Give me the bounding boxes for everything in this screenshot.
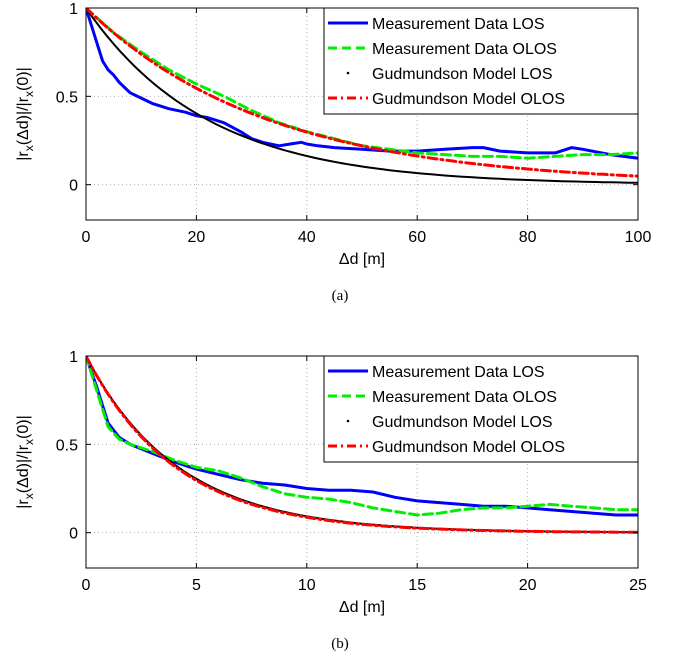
caption: (b) — [331, 636, 349, 652]
y-tick-label: 1 — [69, 1, 78, 18]
series-line-gudmundson-model-olos — [86, 8, 638, 178]
x-tick-label: 15 — [408, 577, 426, 594]
series-line-gudmundson-model-olos — [86, 356, 638, 534]
caption: (a) — [332, 288, 349, 304]
x-axis-label: Δd [m] — [339, 599, 385, 616]
legend-item: Measurement Data LOS — [328, 16, 545, 33]
x-tick-label: 60 — [408, 229, 426, 246]
x-tick-label: 40 — [298, 229, 316, 246]
legend-item: Gudmundson Model LOS — [346, 66, 553, 83]
legend-marker — [346, 419, 350, 423]
y-tick-label: 0.5 — [56, 437, 78, 454]
chart-panel-b: 0 5 10 15 20 25 0 0.5 1 Δd [m] |rx(Δd)|/|rx(0)| Mea… — [15, 349, 647, 652]
series-group — [86, 356, 638, 534]
y-tick-label: 1 — [69, 349, 78, 366]
legend-item: Gudmundson Model LOS — [346, 414, 553, 431]
series-line-measurement-data-olos — [86, 356, 638, 517]
y-axis-label: |rx(Δd)|/|rx(0)| — [15, 415, 36, 509]
legend-box — [323, 7, 639, 115]
legend-label: Measurement Data LOS — [372, 364, 545, 381]
x-tick-label: 5 — [192, 577, 201, 594]
legend-item: Measurement Data OLOS — [328, 389, 557, 406]
chart-panel-a: 0 20 40 60 80 100 0 0.5 1 Δd [m] |rx(Δd)|/|rx(0)| M… — [15, 1, 651, 304]
legend-label: Gudmundson Model OLOS — [372, 439, 565, 456]
x-tick-label: 80 — [519, 229, 537, 246]
x-tick-label: 20 — [519, 577, 537, 594]
legend-item: Measurement Data OLOS — [328, 41, 557, 58]
legend-item: Gudmundson Model OLOS — [328, 439, 565, 456]
legend-item: Measurement Data LOS — [328, 364, 545, 381]
x-tick-label: 100 — [625, 229, 652, 246]
x-tick-label: 0 — [82, 229, 91, 246]
y-tick-label: 0.5 — [56, 89, 78, 106]
series-line-gudmundson-model-los — [86, 8, 638, 184]
x-tick-label: 20 — [188, 229, 206, 246]
legend-label: Measurement Data LOS — [372, 16, 545, 33]
legend-item: Gudmundson Model OLOS — [328, 91, 565, 108]
legend-marker — [346, 71, 350, 75]
y-axis-label: |rx(Δd)|/|rx(0)| — [15, 67, 36, 161]
x-tick-label: 10 — [298, 577, 316, 594]
legend-label: Measurement Data OLOS — [372, 389, 557, 406]
x-tick-label: 25 — [629, 577, 647, 594]
legend-label: Gudmundson Model LOS — [372, 66, 553, 83]
legend-label: Gudmundson Model OLOS — [372, 91, 565, 108]
y-tick-label: 0 — [69, 178, 78, 195]
series-line-measurement-data-los — [86, 8, 638, 160]
x-axis-label: Δd [m] — [339, 251, 385, 268]
series-group — [86, 8, 638, 184]
legend-label: Gudmundson Model LOS — [372, 414, 553, 431]
legend-label: Measurement Data OLOS — [372, 41, 557, 58]
legend: Measurement Data LOS Measurement Data OLO… — [323, 7, 639, 115]
legend-box — [323, 355, 639, 463]
y-tick-label: 0 — [69, 526, 78, 543]
legend: Measurement Data LOS Measurement Data OLO… — [323, 355, 639, 463]
x-tick-label: 0 — [82, 577, 91, 594]
